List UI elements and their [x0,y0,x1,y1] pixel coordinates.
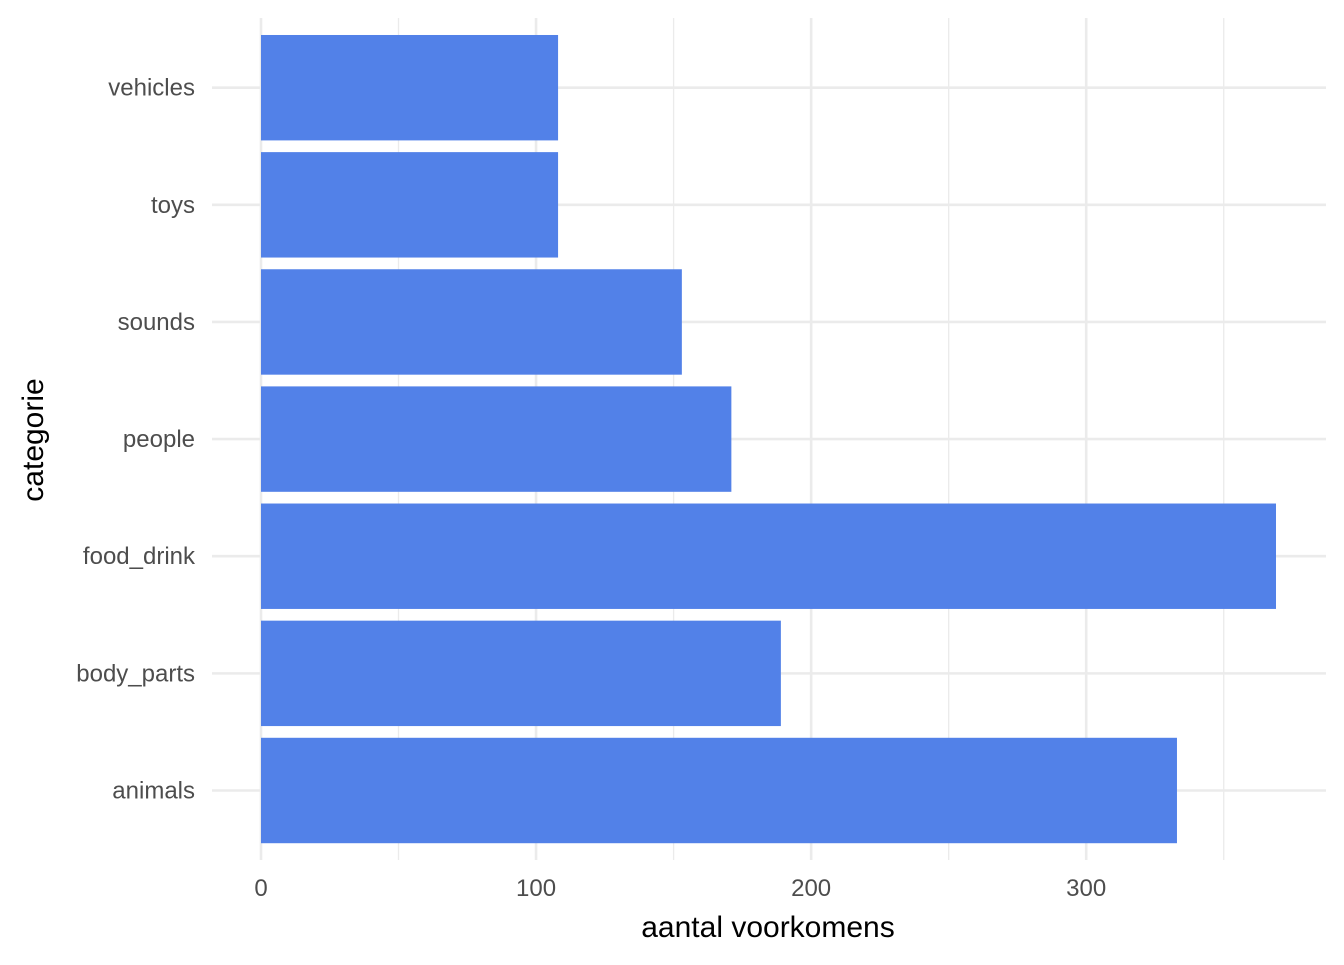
x-tick-label: 0 [254,875,267,902]
y-tick-label: body_parts [76,660,195,687]
y-tick-label: toys [151,192,195,219]
bar-sounds [261,269,682,375]
y-tick-label: animals [112,778,195,805]
x-axis-title: aantal voorkomens [641,911,894,944]
x-tick-label: 200 [791,875,831,902]
y-tick-labels: animals body_parts food_drink people sounds t… [76,75,196,805]
bar-people [261,386,732,492]
bar-food_drink [261,503,1276,609]
bars [261,34,1276,844]
y-axis-title: categorie [17,378,50,501]
bar-body_parts [261,620,781,727]
x-tick-labels: 0 100 200 300 [254,875,1106,902]
y-tick-label: people [123,426,195,453]
x-tick-label: 100 [516,875,556,902]
bar-vehicles [261,34,559,141]
y-tick-label: food_drink [83,543,196,570]
bar-toys [261,152,559,258]
bar-animals [261,737,1177,844]
y-tick-label: vehicles [108,75,195,102]
x-tick-label: 300 [1066,875,1106,902]
y-tick-label: sounds [118,309,195,336]
